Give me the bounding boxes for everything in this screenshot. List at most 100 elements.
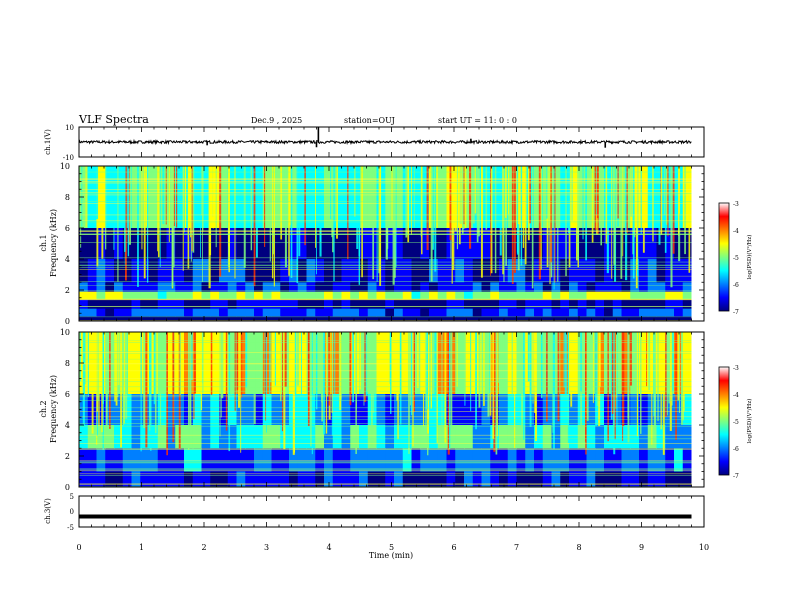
specB-cell: [560, 425, 570, 449]
specA-cell: [131, 259, 141, 283]
xtick-label-2: 2: [201, 543, 206, 552]
specA-cell: [420, 166, 430, 228]
specA-cell: [674, 282, 684, 292]
specB-cell: [219, 448, 229, 472]
specB-cell: [140, 448, 150, 472]
specA-cell: [245, 228, 255, 259]
specB-cell: [499, 471, 509, 487]
specA-cell: [481, 299, 491, 309]
specA-cell: [682, 299, 692, 309]
specA-cell: [87, 282, 97, 292]
specB-cell: [122, 425, 132, 449]
specB-cell: [359, 394, 369, 425]
specA-cell: [569, 259, 579, 283]
specA-cell: [394, 282, 404, 292]
specA-cell: [96, 299, 106, 309]
specB-cell: [122, 448, 132, 472]
specA-cell: [542, 291, 552, 300]
specA-cell: [595, 299, 605, 309]
specA-cell: [499, 282, 509, 292]
ch1-ytick-bottom: -10: [63, 154, 74, 162]
specB-cell: [297, 471, 307, 487]
specA-cell: [516, 291, 526, 300]
specB-cell: [236, 448, 246, 472]
specB-cell: [359, 425, 369, 449]
specA-cell: [464, 166, 474, 228]
specA-cell: [446, 299, 456, 309]
specB-cell: [254, 425, 264, 449]
specA-cell: [586, 308, 596, 317]
specA-cell: [682, 308, 692, 317]
specA-cell: [157, 259, 167, 283]
specB-cell: [586, 448, 596, 472]
specB-cell: [577, 332, 587, 394]
ch1-ylabel-channel: ch.1: [39, 234, 48, 251]
specB-cell: [472, 448, 482, 472]
specA-cell: [341, 228, 351, 259]
specA-cell: [236, 166, 246, 228]
specA-cell: [96, 259, 106, 283]
specB-cell: [96, 332, 106, 394]
specA-cell: [429, 282, 439, 292]
ch2-cbar-tick-4: -4: [733, 392, 739, 399]
xtick-label-10: 10: [699, 543, 709, 552]
specA-cell: [297, 259, 307, 283]
specA-cell: [577, 291, 587, 300]
specA-cell: [131, 291, 141, 300]
specA-cell: [665, 228, 675, 259]
xtick-label-3: 3: [264, 543, 269, 552]
specB-cell: [455, 425, 465, 449]
specB-cell: [455, 394, 465, 425]
specA-cell: [551, 228, 561, 259]
specB-cell: [149, 425, 159, 449]
specA-cell: [245, 308, 255, 317]
specA-cell: [175, 259, 185, 283]
specA-cell: [201, 299, 211, 309]
specA-cell: [96, 282, 106, 292]
ch2-cbar-tick-5: -5: [733, 419, 739, 426]
specB-cell: [446, 471, 456, 487]
specB-cell: [499, 394, 509, 425]
ch3-ytick-0: 0: [70, 508, 74, 516]
specA-cell: [507, 308, 517, 317]
specA-cell: [665, 282, 675, 292]
specA-cell: [96, 166, 106, 228]
specA-cell: [157, 282, 167, 292]
specA-cell: [289, 228, 299, 259]
specB-cell: [332, 448, 342, 472]
specB-cell: [376, 394, 386, 425]
specA-cell: [201, 259, 211, 283]
specA-cell: [437, 291, 447, 300]
specA-cell: [402, 308, 412, 317]
specB-cell: [639, 332, 649, 394]
specA-cell: [586, 259, 596, 283]
specB-cell: [157, 332, 167, 394]
specB-cell: [350, 471, 360, 487]
specA-cell: [157, 308, 167, 317]
specB-cell: [420, 425, 430, 449]
specA-cell: [79, 259, 89, 283]
specA-cell: [254, 282, 264, 292]
specA-cell: [411, 282, 421, 292]
specB-cell: [245, 425, 255, 449]
specB-cell: [577, 471, 587, 487]
specA-cell: [385, 282, 395, 292]
specA-cell: [542, 259, 552, 283]
specA-cell: [525, 282, 535, 292]
specB-cell: [682, 394, 692, 425]
x-axis-title: Time (min): [369, 551, 413, 560]
specA-cell: [551, 259, 561, 283]
specB-cell: [639, 394, 649, 425]
specA-cell: [105, 291, 115, 300]
specA-cell: [332, 228, 342, 259]
ch2-cbar-tick-3: -3: [733, 365, 739, 372]
specA-cell: [280, 259, 290, 283]
ch2-spectrogram-panel: 0 2 4 6 8 10 ch.2 Frequency (kHz): [39, 328, 705, 492]
specA-cell: [297, 166, 307, 228]
specB-cell: [271, 448, 281, 472]
x-axis-ticks: [78, 127, 705, 527]
specA-cell: [210, 299, 220, 309]
specA-cell: [464, 299, 474, 309]
ch1-ytick-0: 0: [65, 317, 70, 326]
specB-cell: [569, 332, 579, 394]
